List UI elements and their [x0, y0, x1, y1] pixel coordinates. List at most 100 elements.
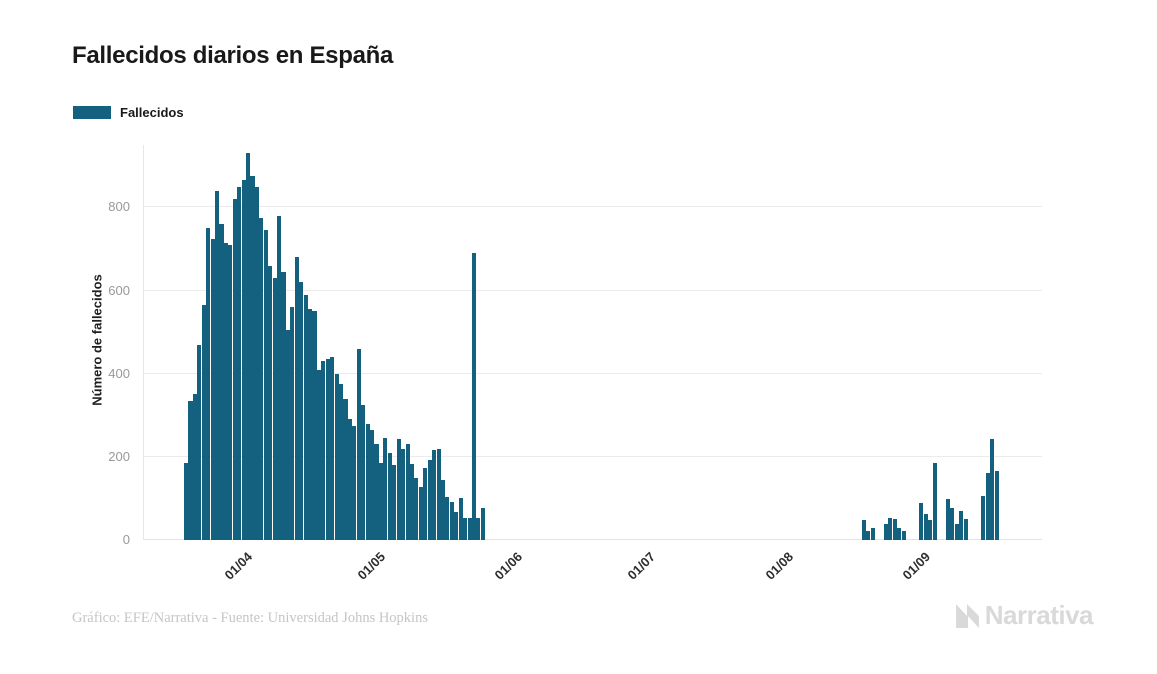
bar — [418, 486, 423, 540]
bar — [950, 507, 955, 540]
bar — [241, 180, 246, 540]
bar — [356, 348, 361, 540]
bar — [343, 398, 348, 540]
gridline-600 — [144, 289, 1042, 291]
y-tick-label-600: 600 — [108, 282, 130, 298]
bar — [892, 519, 897, 540]
bar — [990, 439, 995, 540]
bar — [405, 443, 410, 540]
bar — [246, 153, 251, 540]
bar — [901, 530, 906, 540]
legend-swatch — [73, 106, 111, 119]
bar — [401, 448, 406, 540]
bar — [228, 244, 233, 540]
bar — [334, 373, 339, 540]
bar — [994, 470, 999, 540]
bar — [312, 311, 317, 540]
bar — [237, 186, 242, 540]
bar — [254, 186, 259, 540]
bar — [299, 282, 304, 540]
bar — [897, 527, 902, 540]
y-tick-label-800: 800 — [108, 199, 130, 215]
bar — [476, 518, 481, 540]
bar — [387, 452, 392, 540]
bar — [409, 463, 415, 540]
gridline-400 — [144, 372, 1042, 374]
bar — [932, 463, 937, 540]
bar — [285, 330, 290, 540]
x-tick-label-01/06: 01/06 — [491, 549, 526, 583]
bar — [870, 527, 875, 540]
bar — [427, 460, 432, 540]
bar — [219, 224, 224, 540]
y-tick-label-200: 200 — [108, 448, 130, 464]
bar — [232, 199, 237, 540]
x-tick-label-01/04: 01/04 — [221, 549, 256, 583]
bar — [272, 278, 277, 540]
narrativa-n-icon — [955, 604, 979, 628]
bar — [396, 438, 401, 540]
legend-label: Fallecidos — [120, 105, 184, 120]
bar — [365, 423, 370, 540]
legend: Fallecidos — [73, 105, 184, 120]
bar — [206, 228, 211, 540]
x-tick-label-01/09: 01/09 — [899, 549, 933, 583]
bar — [866, 530, 871, 540]
brand-logo: Narrativa — [954, 600, 1094, 631]
bar — [954, 524, 959, 540]
bar — [985, 473, 990, 540]
bar — [454, 511, 459, 540]
bar — [471, 253, 477, 540]
x-tick-label-01/07: 01/07 — [624, 549, 659, 583]
bar — [370, 429, 375, 540]
bar — [861, 520, 866, 540]
bar — [339, 384, 344, 540]
bar — [352, 425, 357, 540]
bar — [308, 309, 313, 540]
bar — [188, 400, 193, 540]
bar — [374, 444, 379, 540]
gridline-0 — [144, 539, 1042, 540]
bar — [963, 519, 968, 540]
bar — [303, 294, 308, 540]
bar — [347, 419, 352, 540]
bar — [458, 498, 463, 540]
bar — [361, 404, 366, 540]
bar — [378, 463, 383, 540]
bar — [463, 518, 468, 540]
bar — [436, 448, 441, 540]
bar — [445, 496, 450, 540]
y-tick-label-0: 0 — [122, 532, 130, 547]
bar — [928, 520, 933, 540]
bar — [201, 305, 206, 540]
bar — [883, 524, 889, 540]
bar — [263, 230, 268, 540]
bar — [467, 517, 472, 540]
bar — [281, 271, 286, 540]
bar — [321, 361, 326, 540]
bar — [210, 238, 215, 540]
bar — [192, 394, 197, 540]
bar — [325, 359, 330, 540]
bar — [290, 307, 295, 540]
plot-area — [143, 145, 1042, 540]
bar — [959, 510, 964, 540]
bar — [197, 344, 202, 540]
bar — [184, 463, 189, 540]
bar — [316, 369, 321, 540]
bar — [981, 496, 986, 540]
bar — [923, 514, 928, 540]
bar — [294, 257, 299, 540]
bar — [423, 468, 428, 540]
bar — [480, 508, 485, 540]
bar — [330, 357, 335, 540]
bar — [919, 503, 924, 540]
y-tick-label-400: 400 — [108, 365, 130, 381]
bar — [277, 215, 282, 540]
bar — [888, 518, 893, 540]
x-tick-label-01/05: 01/05 — [354, 549, 389, 583]
bar — [268, 265, 273, 540]
brand-name: Narrativa — [984, 600, 1094, 630]
x-tick-label-01/08: 01/08 — [762, 549, 796, 583]
